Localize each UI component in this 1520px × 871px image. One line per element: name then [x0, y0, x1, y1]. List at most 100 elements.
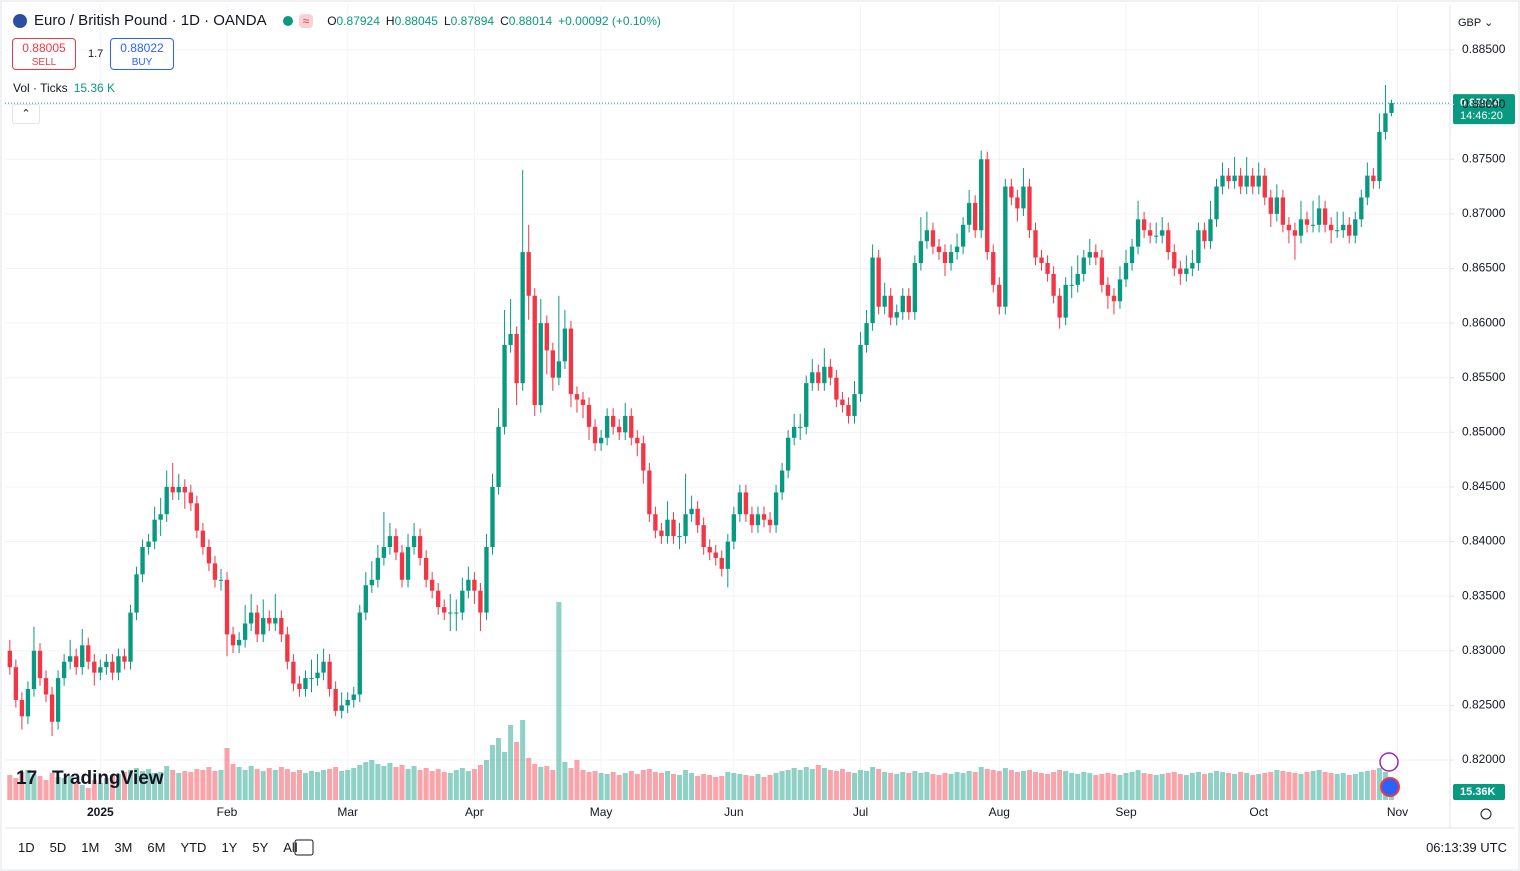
clock: 06:13:39 UTC	[1426, 840, 1507, 855]
candle-body	[912, 263, 918, 313]
spread: 1.7	[88, 48, 104, 60]
period-button[interactable]: 1M	[81, 840, 100, 855]
candle-body	[230, 634, 236, 646]
volume-bar	[97, 783, 103, 800]
candle-body	[381, 547, 387, 558]
candle-body	[399, 552, 405, 580]
candle-body	[846, 405, 851, 416]
volume-bar	[206, 767, 212, 800]
volume-bar	[182, 771, 188, 800]
candle-body	[164, 486, 169, 515]
volume-bar	[1153, 775, 1159, 800]
period-button[interactable]: 5Y	[252, 840, 269, 855]
candle-body	[1093, 252, 1099, 258]
volume-bar	[115, 774, 121, 800]
event-icon[interactable]	[1380, 777, 1400, 797]
candle-body	[1389, 103, 1394, 113]
period-button[interactable]: 5D	[49, 840, 67, 855]
volume-bar	[912, 771, 918, 800]
collapse-button[interactable]: ⌃	[12, 104, 40, 124]
volume-bar	[538, 767, 544, 800]
volume-bar	[936, 775, 942, 800]
volume-bar	[1111, 774, 1117, 800]
volume-bar	[900, 772, 906, 800]
candle-body	[128, 612, 133, 662]
candle-body	[1220, 175, 1225, 187]
candle-body	[19, 699, 25, 717]
volume-bar	[574, 760, 580, 800]
volume-bar	[327, 769, 333, 800]
volume-bar	[954, 772, 960, 800]
candle-body	[731, 514, 737, 542]
candle-body	[351, 694, 356, 700]
volume-bar	[797, 770, 803, 800]
volume-bar	[1298, 774, 1304, 800]
period-button[interactable]: 6M	[147, 840, 166, 855]
period-button[interactable]: 1D	[18, 840, 35, 855]
candle-body	[375, 557, 381, 580]
volume-bar	[1020, 771, 1026, 800]
period-button[interactable]: 3M	[114, 840, 133, 855]
candle-body	[882, 295, 887, 307]
volume-bar	[809, 769, 815, 800]
volume-bar	[441, 772, 447, 800]
candle-body	[279, 618, 284, 635]
volume-bar	[1370, 770, 1376, 800]
candle-body	[1196, 230, 1201, 264]
period-button[interactable]: 1Y	[221, 840, 238, 855]
candle-body	[544, 323, 549, 351]
candle-body	[182, 486, 187, 493]
candle-body	[1069, 284, 1074, 286]
currency-select[interactable]: GBP ⌄	[1458, 17, 1494, 29]
date-range-icon[interactable]	[294, 839, 314, 856]
candle-body	[1057, 295, 1062, 318]
volume-bar	[477, 765, 483, 800]
volume-bar	[91, 780, 97, 800]
ohlc-item: H0.88045	[386, 14, 438, 28]
period-button[interactable]: All	[283, 840, 298, 855]
volume-bar	[339, 771, 345, 800]
candle-body	[158, 514, 163, 520]
candle-body	[345, 699, 350, 706]
volume-bar	[1376, 768, 1382, 800]
volume-bar	[284, 769, 290, 800]
candle-body	[804, 383, 809, 427]
buy-button[interactable]: 0.88022 BUY	[110, 38, 174, 70]
candle-body	[743, 492, 749, 515]
volume-bar	[109, 775, 115, 800]
candle-body	[514, 334, 519, 384]
alert-icon[interactable]	[1379, 752, 1399, 772]
symbol-title[interactable]: Euro / British Pound · 1D · OANDA	[34, 12, 267, 29]
volume-bar	[701, 774, 707, 800]
candle-body	[218, 579, 224, 581]
buy-label: BUY	[131, 57, 153, 68]
sell-button[interactable]: 0.88005 SELL	[12, 38, 76, 70]
volume-bar	[224, 748, 230, 800]
volume-bar	[453, 770, 459, 800]
volume-bar	[236, 767, 242, 800]
volume-bar	[888, 773, 894, 800]
volume-bar	[1129, 772, 1135, 800]
candle-body	[985, 159, 990, 253]
volume-bar	[369, 760, 375, 800]
volume-bar	[924, 772, 930, 800]
volume-bar	[737, 774, 743, 800]
candle-body	[472, 579, 477, 591]
settings-icon[interactable]	[1480, 808, 1492, 820]
candle-body	[864, 323, 869, 345]
candle-body	[363, 585, 368, 613]
x-tick-label: Aug	[989, 805, 1010, 819]
volume-bar	[1286, 772, 1292, 800]
period-button[interactable]: YTD	[180, 840, 207, 855]
candle-body	[405, 547, 411, 580]
candle-body	[822, 366, 827, 384]
y-tick-label: 0.82500	[1462, 698, 1506, 712]
volume-bar	[1159, 774, 1165, 800]
volume-bar	[67, 776, 73, 800]
volume-bar	[43, 780, 49, 800]
volume-bar	[1201, 774, 1207, 800]
volume-bar	[1268, 772, 1274, 800]
volume-bar	[25, 770, 31, 800]
candle-body	[1141, 219, 1147, 231]
